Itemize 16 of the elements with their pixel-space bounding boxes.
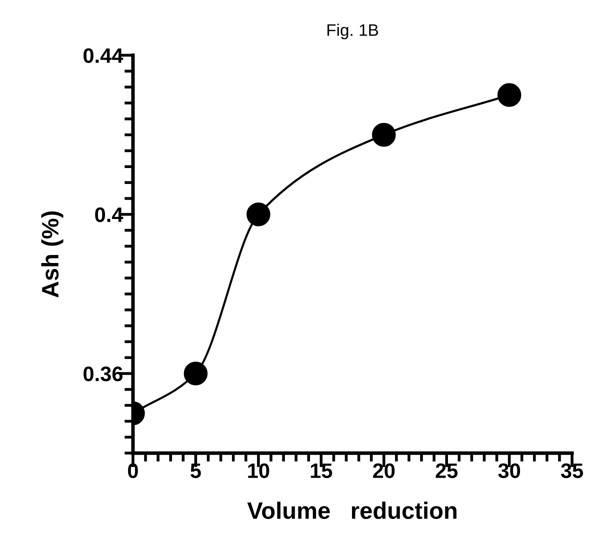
- x-tick-label: 25: [436, 463, 458, 478]
- point: [372, 122, 396, 147]
- x-tick-label: 35: [560, 463, 584, 478]
- y-tick-label: 0.36: [84, 366, 123, 382]
- x-tick-label: 20: [373, 463, 395, 478]
- x-tick-label: 10: [248, 463, 270, 478]
- point: [184, 362, 208, 386]
- x-tick-label: 30: [498, 463, 520, 478]
- point: [246, 202, 270, 226]
- y-tick-label: 0.4: [95, 207, 124, 222]
- x-tick-label: 15: [310, 464, 332, 478]
- x-axis-title: Volume reduction: [247, 502, 456, 520]
- point: [497, 83, 522, 107]
- y-axis-title: Ash (%): [41, 211, 64, 298]
- chart-title: Fig. 1B: [327, 24, 378, 40]
- y-tick-label: 0.44: [84, 48, 124, 63]
